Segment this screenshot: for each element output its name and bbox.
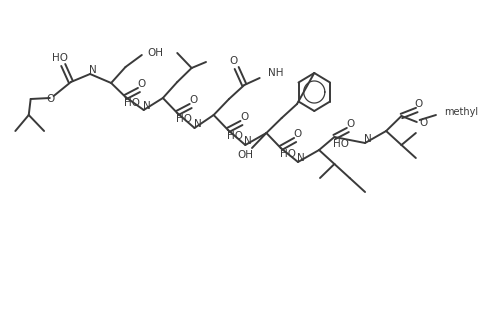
- Text: HO: HO: [227, 131, 243, 141]
- Text: N: N: [143, 101, 150, 111]
- Text: O: O: [138, 79, 146, 89]
- Text: OH: OH: [237, 150, 253, 160]
- Text: N: N: [89, 65, 97, 75]
- Text: HO: HO: [176, 114, 192, 124]
- Text: HO: HO: [53, 53, 68, 63]
- Text: O: O: [240, 112, 248, 122]
- Text: OH: OH: [147, 48, 163, 58]
- Text: HO: HO: [281, 149, 296, 159]
- Text: N: N: [364, 134, 372, 144]
- Text: O: O: [47, 94, 55, 104]
- Text: HO: HO: [124, 98, 140, 108]
- Text: O: O: [294, 129, 302, 139]
- Text: O: O: [420, 118, 428, 128]
- Text: methyl: methyl: [444, 107, 479, 117]
- Text: O: O: [415, 99, 423, 109]
- Text: HO: HO: [333, 139, 349, 149]
- Text: N: N: [193, 119, 201, 129]
- Text: N: N: [297, 153, 305, 163]
- Text: O: O: [229, 56, 238, 66]
- Text: N: N: [244, 136, 252, 146]
- Text: NH: NH: [268, 68, 284, 78]
- Text: O: O: [189, 95, 198, 105]
- Text: O: O: [347, 119, 355, 129]
